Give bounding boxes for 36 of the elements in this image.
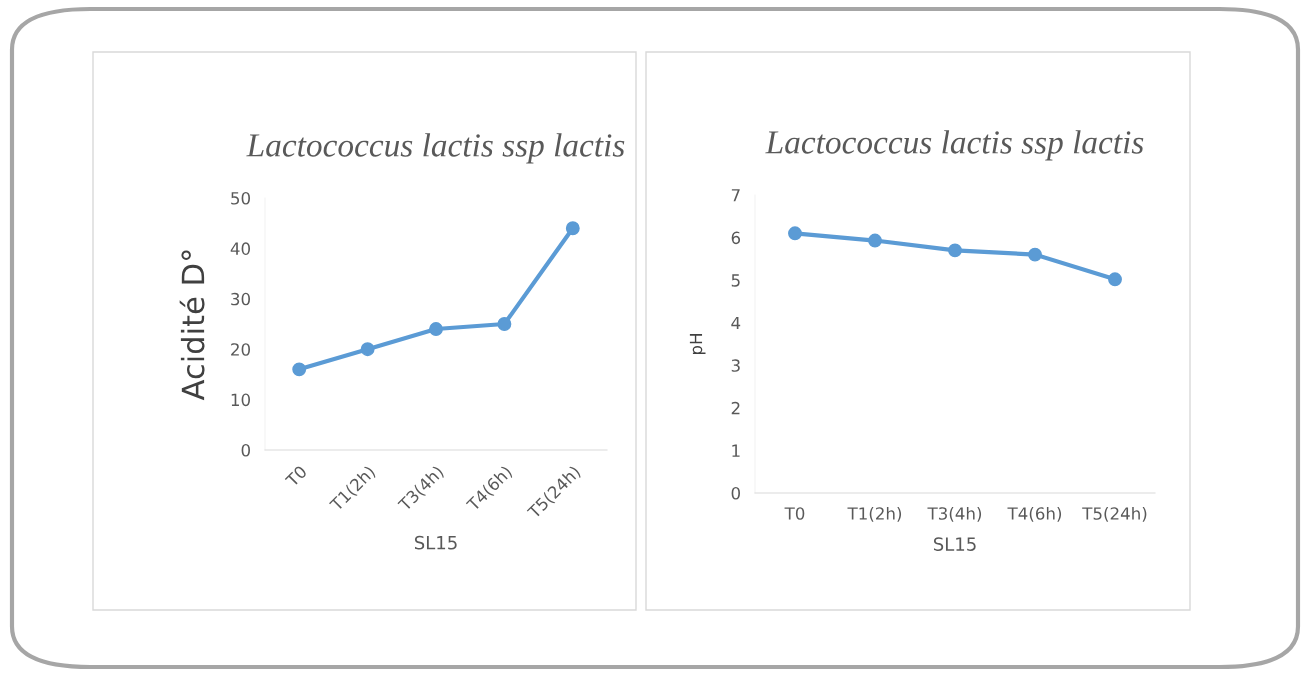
- y-tick-label: 0: [731, 486, 740, 500]
- point: [429, 322, 443, 336]
- y-tick-label: 6: [731, 231, 741, 245]
- y-tick-label: 40: [230, 242, 250, 255]
- chart-title: Lactococcus lactis ssp lactis: [765, 130, 1144, 161]
- point: [1108, 272, 1122, 287]
- y-tick-label: 3: [731, 359, 740, 372]
- y-axis-title: pH: [689, 334, 706, 355]
- point: [788, 226, 802, 241]
- y-tick-label: 10: [231, 393, 250, 407]
- point: [868, 233, 882, 248]
- x-tick-label: T5(24h): [1082, 506, 1147, 522]
- y-tick-label: 0: [241, 443, 250, 457]
- point: [292, 362, 307, 377]
- point: [497, 317, 512, 331]
- x-tick-label: T3(4h): [927, 506, 982, 522]
- y-axis-title: Acidité D°: [179, 250, 205, 401]
- x-tick-label: T0: [784, 507, 805, 520]
- x-axis-title: SL15: [933, 537, 976, 551]
- x-tick-label: T1(2h): [847, 506, 902, 522]
- point: [1028, 247, 1042, 262]
- y-tick-label: 4: [731, 316, 741, 330]
- x-tick-label: T4(6h): [1007, 506, 1062, 522]
- y-tick-label: 30: [231, 292, 250, 306]
- chart-title: Lactococcus lactis ssp lactis: [246, 133, 625, 164]
- point: [360, 342, 375, 357]
- y-tick-label: 1: [732, 444, 740, 457]
- y-tick-label: 50: [231, 191, 250, 205]
- y-tick-label: 5: [731, 274, 740, 287]
- y-tick-label: 20: [231, 343, 250, 356]
- point: [948, 243, 962, 258]
- point: [565, 221, 580, 236]
- y-tick-label: 2: [731, 401, 740, 415]
- x-tick-label: T0: [284, 464, 308, 488]
- y-tick-label: 7: [731, 189, 740, 202]
- x-axis-title: SL15: [414, 535, 457, 550]
